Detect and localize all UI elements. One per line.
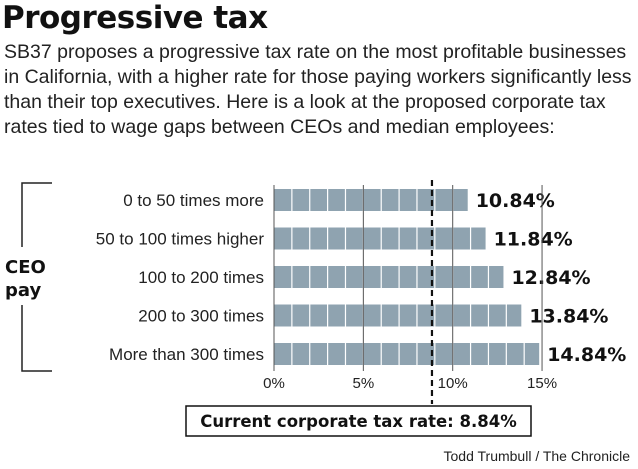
category-label: More than 300 times — [109, 345, 264, 364]
bar — [274, 304, 522, 327]
bar — [274, 343, 540, 365]
bar — [274, 266, 504, 288]
reference-callout-box — [185, 405, 532, 437]
value-label: 10.84% — [476, 190, 555, 212]
bar — [274, 227, 486, 250]
reference-callout-label: Current corporate tax rate: 8.84% — [200, 412, 517, 431]
x-tick-label: 15% — [527, 375, 557, 392]
value-label: 12.84% — [511, 267, 590, 289]
chart-subtitle: SB37 proposes a progressive tax rate on … — [4, 41, 632, 138]
value-label: 11.84% — [494, 229, 573, 251]
category-label: 50 to 100 times higher — [96, 230, 265, 249]
category-label: 100 to 200 times — [138, 268, 264, 287]
group-label-line1: CEO — [5, 257, 46, 278]
group-label-bg — [2, 247, 48, 305]
group-label-line2: pay — [5, 280, 41, 301]
value-label: 13.84% — [529, 306, 608, 328]
source-credit: Todd Trumbull / The Chronicle — [443, 448, 631, 464]
chart-title: Progressive tax — [2, 0, 268, 36]
x-tick-label: 0% — [263, 375, 285, 392]
x-tick-label: 5% — [353, 375, 375, 392]
category-label: 200 to 300 times — [138, 307, 264, 326]
x-tick-label: 10% — [438, 375, 468, 392]
category-label: 0 to 50 times more — [123, 191, 264, 210]
bar — [274, 189, 468, 211]
value-label: 14.84% — [547, 344, 626, 366]
